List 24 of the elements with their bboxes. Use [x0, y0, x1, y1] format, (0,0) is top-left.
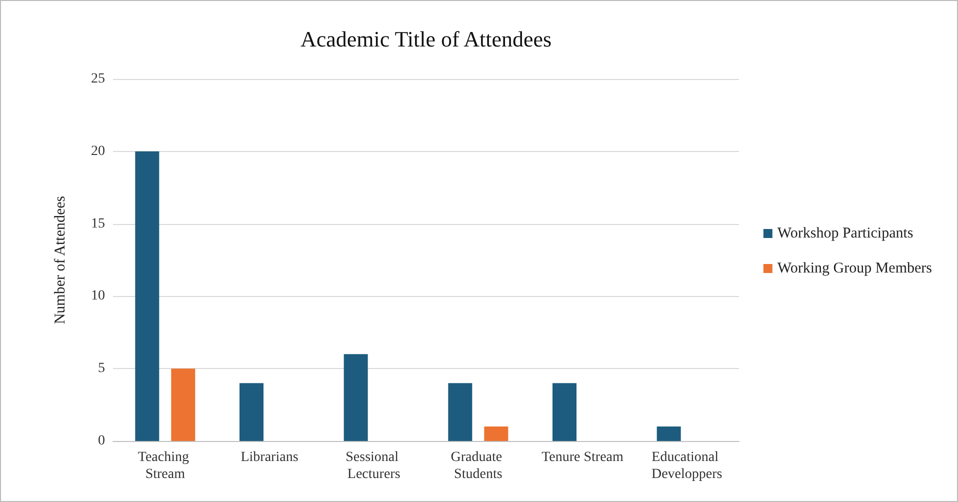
bar [135, 151, 160, 441]
chart-title: Academic Title of Attendees [300, 26, 552, 52]
x-tick-label: Tenure Stream [542, 450, 624, 465]
y-tick-label: 25 [91, 72, 105, 86]
x-tick-label: Educational Developpers [651, 450, 722, 482]
y-tick-label: 10 [91, 288, 105, 304]
bar [344, 354, 368, 441]
y-tick-label: 15 [91, 216, 105, 232]
x-tick-label: Teaching Stream [138, 450, 192, 482]
y-tick-label: 20 [91, 144, 105, 159]
bar [656, 426, 681, 441]
bar [171, 368, 196, 441]
bar [448, 383, 472, 441]
x-tick-label: Librarians [240, 450, 298, 465]
x-tick-label: Graduate Students [450, 450, 506, 482]
legend-label: Workshop Participants [777, 226, 914, 242]
y-tick-label: 5 [98, 361, 105, 376]
legend-label: Working Group Members [777, 260, 932, 276]
y-axis-title: Number of Attendees [52, 196, 68, 324]
bar [484, 426, 508, 441]
bar [240, 383, 264, 441]
bar [552, 383, 576, 441]
x-tick-label: Sessional Lecturers [346, 450, 402, 482]
y-tick-label: 0 [98, 434, 105, 448]
